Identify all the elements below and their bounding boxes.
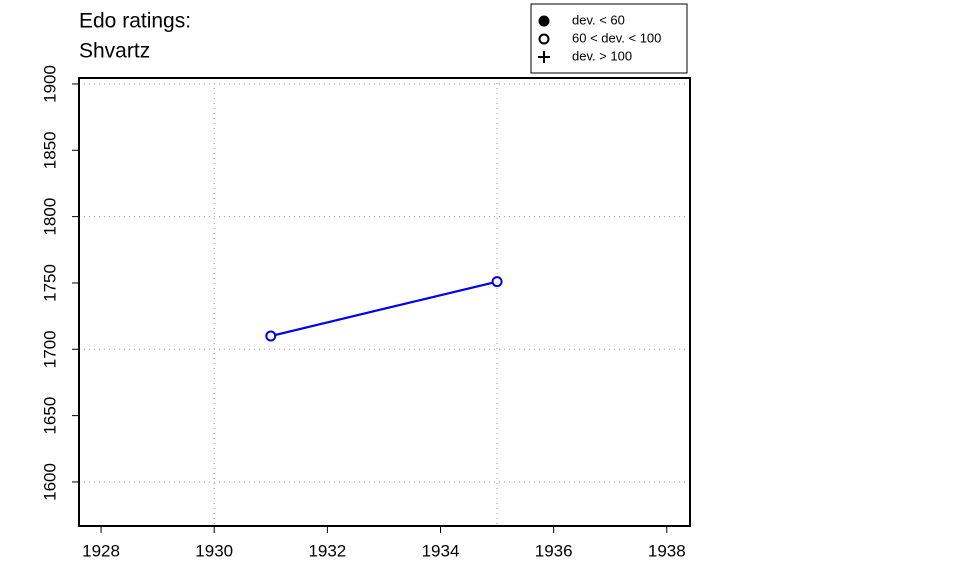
legend-label: 60 < dev. < 100 [572,30,661,45]
legend-label: dev. > 100 [572,48,632,63]
plot-frame [78,77,691,527]
x-tick-label: 1928 [82,541,120,560]
x-tick-label: 1930 [195,541,233,560]
chart-subtitle: Shvartz [79,40,150,63]
y-tick-label: 1650 [40,397,59,435]
legend-label: dev. < 60 [572,12,625,27]
y-tick-label: 1750 [40,264,59,302]
chart-title: Edo ratings: [79,10,191,33]
y-tick-label: 1700 [40,330,59,368]
y-tick-label: 1800 [40,198,59,236]
marker [538,33,550,45]
marker [538,51,550,63]
marker [491,276,503,288]
marker [265,330,277,342]
data-line [270,280,498,338]
x-tick-label: 1938 [648,541,686,560]
marker [538,15,550,27]
x-tick-label: 1936 [535,541,573,560]
y-tick-label: 1600 [40,463,59,501]
y-tick-label: 1900 [40,65,59,103]
x-tick-label: 1932 [308,541,346,560]
x-tick-label: 1934 [422,541,460,560]
y-tick-label: 1850 [40,131,59,169]
legend-box [530,3,688,74]
